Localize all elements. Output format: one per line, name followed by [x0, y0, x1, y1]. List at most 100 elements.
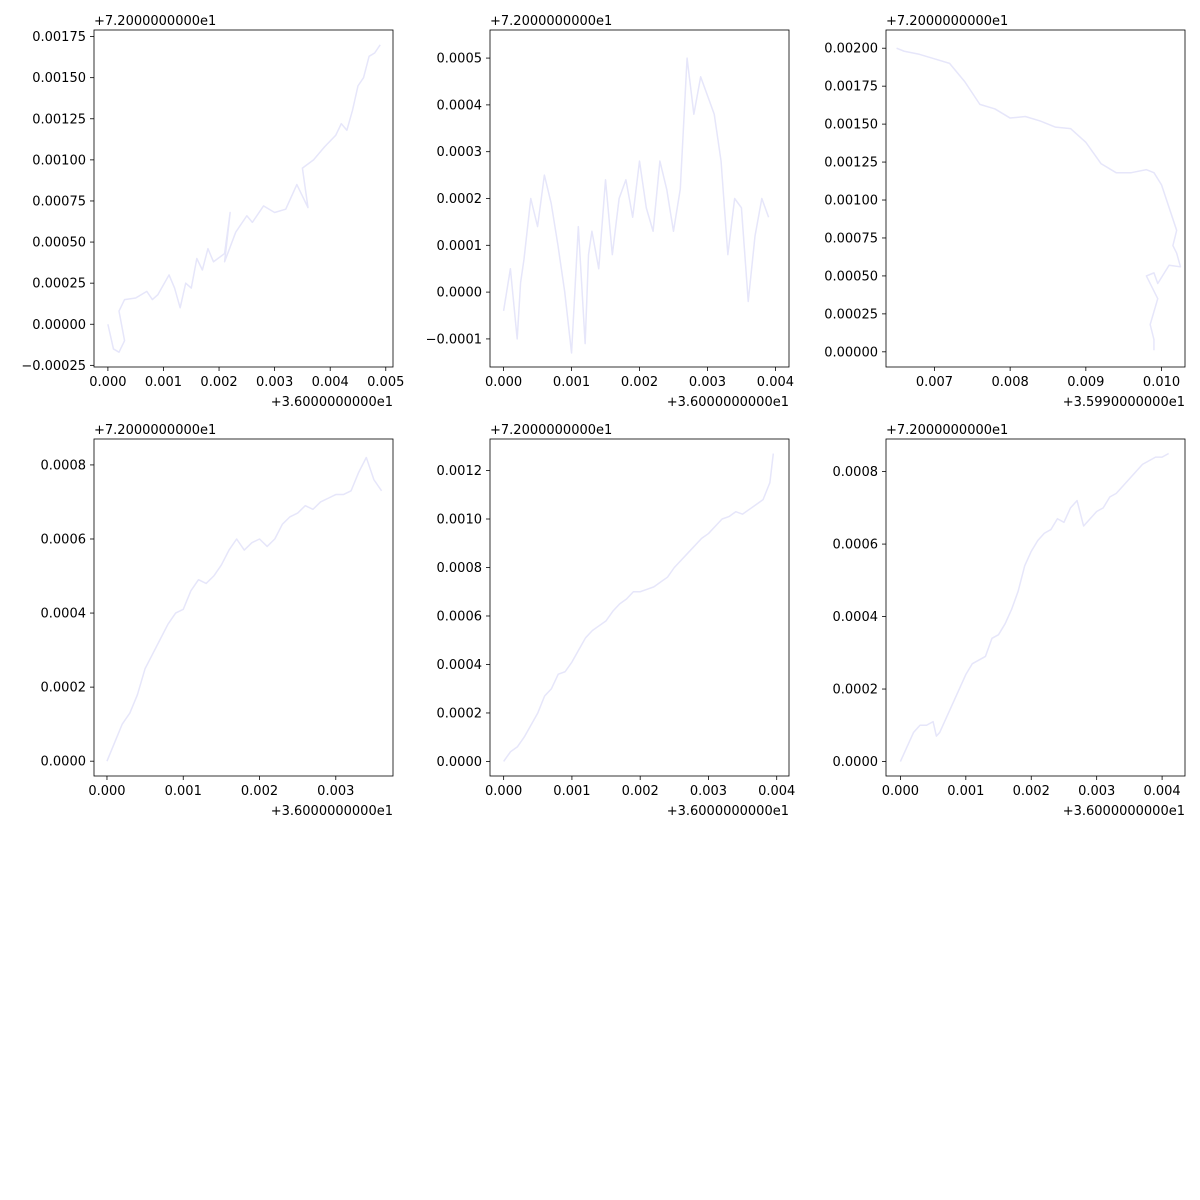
subplot-grid: 0.000 0.001 0.002 0.003 0.004 0.005−0.000250.…	[21, 14, 1186, 819]
y-tick-label: 0.00100	[824, 194, 878, 209]
y-offset-label: +7.2000000000e1	[886, 423, 1008, 438]
y-tick-label: 0.0008	[437, 561, 483, 576]
series-line	[502, 57, 770, 354]
y-tick-label: 0.00000	[824, 345, 878, 360]
y-offset-label: +7.2000000000e1	[94, 14, 216, 29]
subplot-5: 0.000 0.001 0.002 0.003 0.004 0.0000 0.0002 0.0…	[437, 423, 796, 819]
y-tick-label: 0.0002	[833, 683, 879, 698]
x-tick-label: 0.002	[622, 784, 659, 799]
x-tick-label: 0.000	[485, 375, 522, 390]
y-tick-label: −0.0001	[426, 332, 482, 347]
series-line	[899, 452, 1170, 762]
y-tick-label: 0.0002	[437, 706, 483, 721]
y-tick-label: 0.0001	[437, 239, 483, 254]
y-tick-label: 0.00000	[32, 318, 86, 333]
x-tick-label: 0.001	[553, 375, 590, 390]
x-tick-label: 0.009	[1067, 375, 1104, 390]
y-tick-label: 0.0012	[437, 464, 483, 479]
y-tick-label: 0.00075	[32, 194, 86, 209]
x-tick-label: 0.001	[165, 784, 202, 799]
series-line	[896, 47, 1182, 351]
x-tick-label: 0.000	[485, 784, 522, 799]
y-tick-label: 0.00125	[824, 156, 878, 171]
y-tick-label: 0.00100	[32, 153, 86, 168]
x-offset-label: +3.6000000000e1	[1063, 804, 1185, 819]
x-tick-label: 0.004	[312, 375, 349, 390]
y-tick-label: 0.0003	[437, 145, 483, 160]
y-offset-label: +7.2000000000e1	[886, 14, 1008, 29]
y-tick-label: 0.0006	[437, 609, 483, 624]
subplot-6: 0.000 0.001 0.002 0.003 0.004 0.0000 0.0002 0.0…	[833, 423, 1186, 819]
x-tick-label: 0.008	[992, 375, 1029, 390]
y-tick-label: 0.0002	[437, 192, 483, 207]
y-tick-label: 0.0000	[437, 755, 483, 770]
x-offset-label: +3.6000000000e1	[271, 804, 393, 819]
axes-frame	[93, 438, 394, 777]
x-tick-label: 0.001	[553, 784, 590, 799]
y-tick-label: 0.00025	[824, 307, 878, 322]
x-tick-label: 0.003	[689, 375, 726, 390]
y-offset-label: +7.2000000000e1	[490, 423, 612, 438]
y-tick-label: 0.0004	[437, 98, 483, 113]
x-offset-label: +3.6000000000e1	[271, 395, 393, 410]
y-tick-label: 0.00025	[32, 277, 86, 292]
x-tick-label: 0.003	[1078, 784, 1115, 799]
y-tick-label: 0.00050	[32, 236, 86, 251]
y-tick-label: 0.00050	[824, 269, 878, 284]
y-tick-label: 0.0004	[437, 658, 483, 673]
y-tick-label: 0.0008	[41, 458, 87, 473]
y-tick-label: 0.0000	[833, 755, 879, 770]
y-tick-label: 0.0005	[437, 52, 483, 67]
x-tick-label: 0.001	[947, 784, 984, 799]
series-line	[107, 44, 381, 353]
subplot-3: 0.007 0.008 0.009 0.010 0.00000 0.00025 0.0005…	[824, 14, 1186, 410]
y-tick-label: 0.0006	[41, 532, 87, 547]
axes-frame	[885, 438, 1186, 777]
x-tick-label: 0.001	[145, 375, 182, 390]
subplot-2: 0.000 0.001 0.002 0.003 0.004 −0.0001 0.0000 0.…	[426, 14, 794, 410]
x-tick-label: 0.004	[758, 784, 795, 799]
y-offset-label: +7.2000000000e1	[94, 423, 216, 438]
x-tick-label: 0.000	[882, 784, 919, 799]
y-tick-label: 0.0004	[833, 610, 879, 625]
x-tick-label: 0.003	[256, 375, 293, 390]
y-tick-label: 0.00175	[824, 80, 878, 95]
subplot-4: 0.000 0.001 0.002 0.003 0.0000 0.0002 0.0004 0.…	[41, 423, 394, 819]
axes-frame	[885, 29, 1186, 368]
x-tick-label: 0.003	[317, 784, 354, 799]
x-tick-label: 0.002	[241, 784, 278, 799]
y-offset-label: +7.2000000000e1	[490, 14, 612, 29]
y-tick-label: 0.0010	[437, 513, 483, 528]
axes-frame	[93, 29, 394, 368]
x-tick-label: 0.000	[88, 784, 125, 799]
y-tick-label: 0.0000	[437, 286, 483, 301]
y-tick-label: 0.00125	[32, 112, 86, 127]
x-offset-label: +3.6000000000e1	[667, 395, 789, 410]
x-tick-label: 0.002	[1013, 784, 1050, 799]
y-tick-label: 0.0008	[833, 465, 879, 480]
y-tick-label: 0.00075	[824, 231, 878, 246]
x-tick-label: 0.004	[757, 375, 794, 390]
y-tick-label: 0.0006	[833, 538, 879, 553]
subplot-1: 0.000 0.001 0.002 0.003 0.004 0.005 −0.00025 0.…	[21, 14, 404, 410]
y-tick-label: 0.00200	[824, 42, 878, 57]
y-tick-label: 0.0004	[41, 607, 87, 622]
x-tick-label: 0.003	[690, 784, 727, 799]
x-tick-label: 0.010	[1143, 375, 1180, 390]
x-offset-label: +3.6000000000e1	[667, 804, 789, 819]
x-tick-label: 0.004	[1143, 784, 1180, 799]
x-tick-label: 0.000	[89, 375, 126, 390]
x-tick-label: 0.002	[200, 375, 237, 390]
series-line	[106, 456, 383, 762]
y-tick-label: 0.00150	[824, 118, 878, 133]
y-tick-label: 0.00175	[32, 30, 86, 45]
y-tick-label: 0.0000	[41, 755, 87, 770]
y-tick-label: 0.0002	[41, 681, 87, 696]
x-tick-label: 0.007	[916, 375, 953, 390]
series-line	[503, 453, 775, 762]
x-tick-label: 0.005	[367, 375, 404, 390]
x-tick-label: 0.002	[621, 375, 658, 390]
y-tick-label: 0.00150	[32, 71, 86, 86]
